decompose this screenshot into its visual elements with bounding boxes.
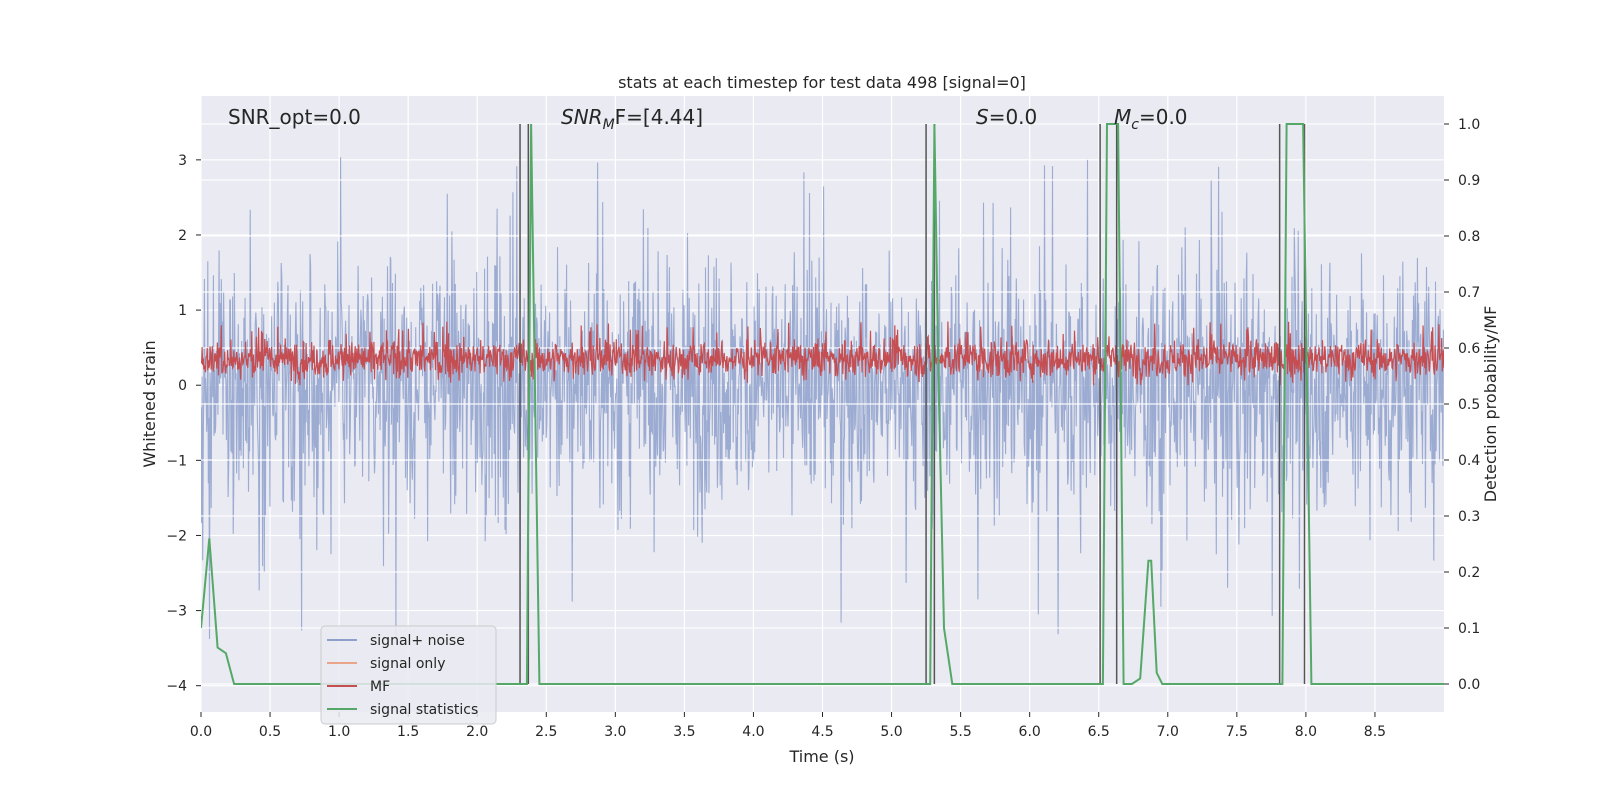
y-tick-label: −2 [166, 528, 187, 544]
y2-tick-label: 0.2 [1458, 565, 1480, 581]
legend: signal+ noise signal only MF signal stat… [320, 625, 497, 725]
x-tick-label: 8.5 [1364, 724, 1386, 740]
legend-label-stats: signal statistics [370, 702, 478, 718]
x-tick-label: 3.5 [673, 724, 695, 740]
y-tick-label: 2 [178, 228, 187, 244]
y-tick-label: 0 [178, 378, 187, 394]
y-tick-label: 1 [178, 303, 187, 319]
y2-tick-label: 0.4 [1458, 453, 1480, 469]
mf-line [201, 321, 1444, 386]
y2-tick-label: 0.1 [1458, 621, 1480, 637]
y2-ticks: 1.0 0.9 0.8 0.7 0.6 0.5 0.4 0.3 0.2 0.1 0.0 [1444, 117, 1480, 693]
x-tick-label: 6.0 [1019, 724, 1041, 740]
x-ticks: 0.0 0.5 1.0 1.5 2.0 2.5 3.0 3.5 4.0 4.5 5.0 5.5 6.0 6… [190, 712, 1386, 740]
annotation-snr-opt: SNR_opt=0.0 [228, 105, 361, 129]
y2-tick-label: 0.3 [1458, 509, 1480, 525]
y2-tick-label: 1.0 [1458, 117, 1480, 133]
legend-label-mf: MF [370, 679, 390, 695]
x-tick-label: 0.0 [190, 724, 212, 740]
x-tick-label: 6.5 [1088, 724, 1110, 740]
x-tick-label: 0.5 [259, 724, 281, 740]
signal-statistics-line [201, 123, 1444, 685]
legend-label-noise: signal+ noise [370, 633, 465, 649]
y2-tick-label: 0.7 [1458, 285, 1480, 301]
x-tick-label: 7.5 [1226, 724, 1248, 740]
y2-tick-label: 0.8 [1458, 229, 1480, 245]
y2-tick-label: 0.9 [1458, 173, 1480, 189]
x-tick-label: 5.0 [880, 724, 902, 740]
mf-series [201, 321, 1444, 386]
chart-title: stats at each timestep for test data 498… [618, 73, 1026, 92]
x-axis-label: Time (s) [788, 747, 854, 766]
y-tick-label: −4 [166, 679, 187, 695]
x-tick-label: 4.0 [742, 724, 764, 740]
signal-statistics-series [201, 123, 1444, 685]
y2-tick-label: 0.5 [1458, 397, 1480, 413]
x-tick-label: 2.5 [535, 724, 557, 740]
annotation-snr-mf: SNRMF=[4.44] [561, 105, 703, 133]
y2-tick-label: 0.0 [1458, 677, 1480, 693]
x-tick-label: 2.0 [466, 724, 488, 740]
y-tick-label: −3 [166, 604, 187, 620]
x-tick-label: 3.0 [604, 724, 626, 740]
legend-box [320, 625, 497, 725]
x-tick-label: 1.5 [397, 724, 419, 740]
legend-label-signal: signal only [370, 656, 445, 672]
annotation-s: S=0.0 [976, 105, 1037, 129]
annotation-mc: Mc=0.0 [1114, 105, 1188, 133]
y-ticks: 3 2 1 0 −1 −2 −3 −4 [166, 153, 201, 695]
x-tick-label: 5.5 [949, 724, 971, 740]
x-tick-label: 7.0 [1157, 724, 1179, 740]
y-axis-label: Whitened strain [140, 340, 159, 467]
y-tick-label: 3 [178, 153, 187, 169]
y2-axis-label: Detection probability/MF [1481, 306, 1500, 503]
y2-tick-label: 0.6 [1458, 341, 1480, 357]
x-tick-label: 1.0 [328, 724, 350, 740]
x-tick-label: 4.5 [811, 724, 833, 740]
x-tick-label: 8.0 [1295, 724, 1317, 740]
y-tick-label: −1 [166, 453, 187, 469]
